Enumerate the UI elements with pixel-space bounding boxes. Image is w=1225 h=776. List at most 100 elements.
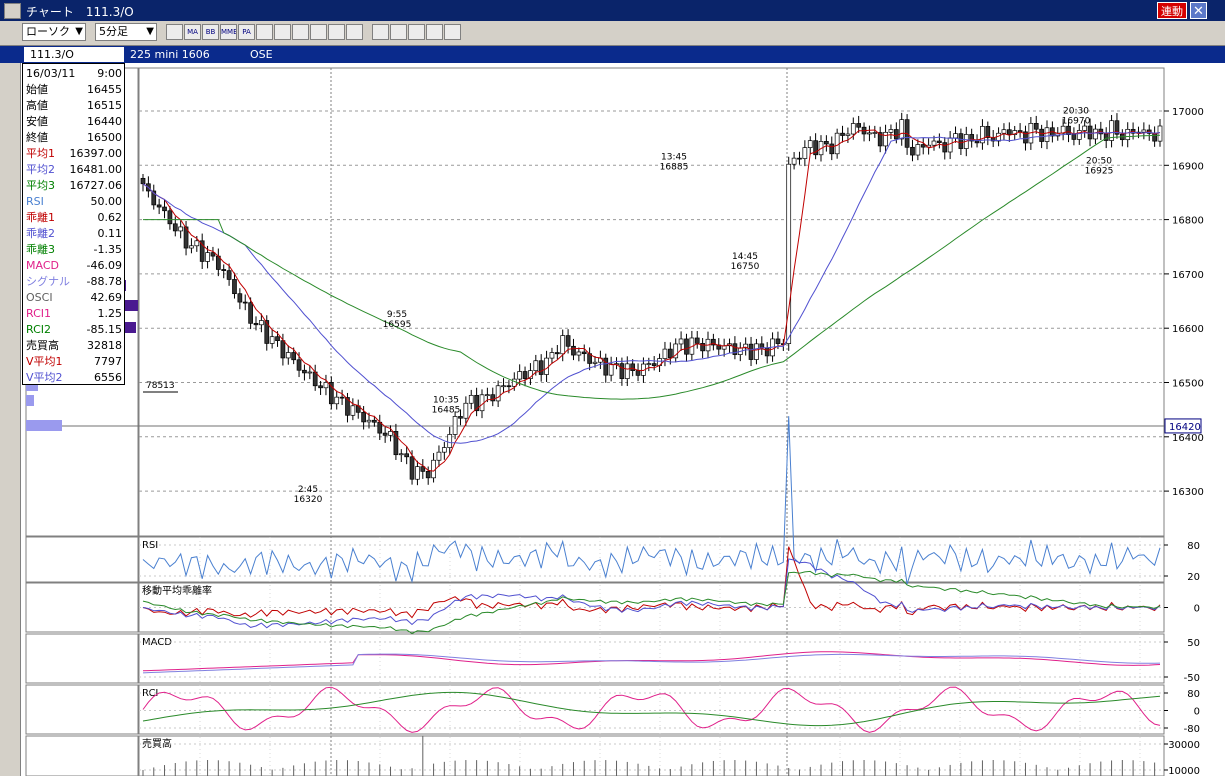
candle-body: [630, 363, 636, 371]
candle-body: [511, 378, 517, 387]
indicator-left-frame: [25, 735, 139, 776]
volume-profile-bar: [26, 380, 38, 391]
current-price-box: [1164, 418, 1202, 434]
candle-body: [1006, 129, 1012, 135]
candle-body: [156, 204, 162, 208]
candle-body: [694, 337, 700, 344]
indicator-left-frame: [25, 684, 139, 735]
panel-tick-label: 20: [1187, 572, 1200, 583]
candle-body: [824, 141, 829, 145]
price-tick-label: 16700: [1172, 270, 1204, 281]
datapanel-value: 32818: [87, 339, 122, 352]
datapanel-row: RSI 50.00: [26, 194, 122, 210]
panel-tick-label: -80: [1184, 724, 1200, 735]
pen-icon[interactable]: [372, 24, 389, 40]
candle-body: [345, 397, 350, 416]
candle-body: [662, 348, 668, 359]
candle-body: [931, 140, 937, 146]
datapanel-row: RCI2 -85.15: [26, 322, 122, 338]
datapanel-value: 6556: [94, 371, 122, 384]
candle-body: [840, 132, 845, 136]
candle-body: [366, 419, 372, 423]
crosshair-data-panel: 16/03/11 9:00 始値 16455 高値 16515 安値 16440 終値 165…: [22, 63, 125, 385]
candle-body: [1109, 120, 1114, 141]
indicator-left-frame: [25, 536, 139, 583]
candle-body: [651, 363, 657, 366]
candle-body: [275, 336, 280, 341]
left-scroll-strip[interactable]: [0, 63, 21, 776]
candle-body: [592, 361, 598, 364]
candle-body: [194, 240, 200, 247]
annotation-time: 14:45: [732, 252, 758, 262]
candle-body: [221, 269, 227, 271]
datapanel-label: 乖離2: [26, 227, 55, 240]
datapanel-label: 乖離3: [26, 243, 55, 256]
candle-body: [732, 343, 738, 355]
candle-body: [856, 123, 862, 128]
annotation-price: 16925: [1085, 167, 1114, 177]
datapanel-label: V平均1: [26, 355, 63, 368]
crosshair-icon[interactable]: [292, 24, 309, 40]
contract-label: 225 mini 1606: [130, 48, 210, 61]
chart-type-value: ローソク: [26, 25, 70, 38]
candle-body: [468, 394, 474, 404]
datapanel-value: 16727.06: [69, 179, 123, 192]
deviation2-line: [142, 558, 1161, 629]
current-price-label: 16420: [1169, 422, 1201, 433]
candle-body: [264, 320, 270, 344]
candle-body: [285, 352, 291, 359]
pattern-icon[interactable]: [274, 24, 291, 40]
datapanel-row: 平均1 16397.00: [26, 146, 122, 162]
volume-profile-bar: [26, 395, 34, 406]
datapanel-value: 1.25: [97, 307, 123, 320]
eraser-icon[interactable]: [408, 24, 425, 40]
candle-body: [269, 336, 275, 344]
bb-icon[interactable]: BB: [202, 24, 219, 40]
zoom-icon[interactable]: [310, 24, 327, 40]
datapanel-row: V平均2 6556: [26, 370, 122, 386]
datapanel-value: -85.15: [86, 323, 122, 336]
link-button[interactable]: 連動: [1157, 2, 1187, 19]
panel-tick-label: 80: [1187, 541, 1200, 552]
symbol-field[interactable]: 111.3/O: [24, 47, 124, 62]
chart-settings-icon[interactable]: [166, 24, 183, 40]
exchange-label: OSE: [250, 48, 273, 61]
candle-body: [259, 320, 264, 326]
pointer-icon[interactable]: [390, 24, 407, 40]
candle-body: [544, 357, 549, 375]
interval-select[interactable]: 5分足 ▼: [95, 23, 157, 41]
datapanel-label: 始値: [26, 83, 48, 96]
candle-body: [296, 359, 302, 371]
candle-body: [910, 146, 915, 156]
tools-icon[interactable]: [444, 24, 461, 40]
candle-body: [458, 416, 463, 419]
datapanel-label: 平均3: [26, 179, 55, 192]
datapanel-value: -46.09: [86, 259, 122, 272]
candle-body: [1093, 128, 1098, 140]
price-tick-label: 16600: [1172, 324, 1204, 335]
price-tick-label: 16300: [1172, 487, 1204, 498]
candle-body: [942, 142, 948, 153]
close-icon[interactable]: ✕: [1190, 2, 1207, 19]
datapanel-label: MACD: [26, 259, 59, 272]
pa-icon[interactable]: PA: [238, 24, 255, 40]
chart-canvas[interactable]: 17000 16900 16800 16700 16600 16500 16400 16300…: [0, 63, 1225, 776]
search-icon[interactable]: [426, 24, 443, 40]
candle-body: [463, 402, 469, 419]
calculator-icon[interactable]: [328, 24, 345, 40]
mme-icon[interactable]: MME: [220, 24, 237, 40]
candle-body: [377, 421, 383, 434]
candle-body: [1157, 125, 1163, 142]
chart-type-select[interactable]: ローソク ▼: [22, 23, 86, 41]
annotation-price: 16485: [432, 406, 461, 416]
ma-icon[interactable]: MA: [184, 24, 201, 40]
candle-body: [877, 132, 883, 147]
annotation-time: 20:30: [1063, 106, 1089, 116]
annotation-price: 16320: [294, 495, 323, 505]
line-chart-icon[interactable]: [256, 24, 273, 40]
bar-icon[interactable]: [346, 24, 363, 40]
candle-body: [302, 369, 307, 374]
volume-profile-label: 78513: [146, 381, 175, 391]
datapanel-row: 終値 16500: [26, 130, 122, 146]
panel-tick-label: 30000: [1168, 740, 1200, 751]
